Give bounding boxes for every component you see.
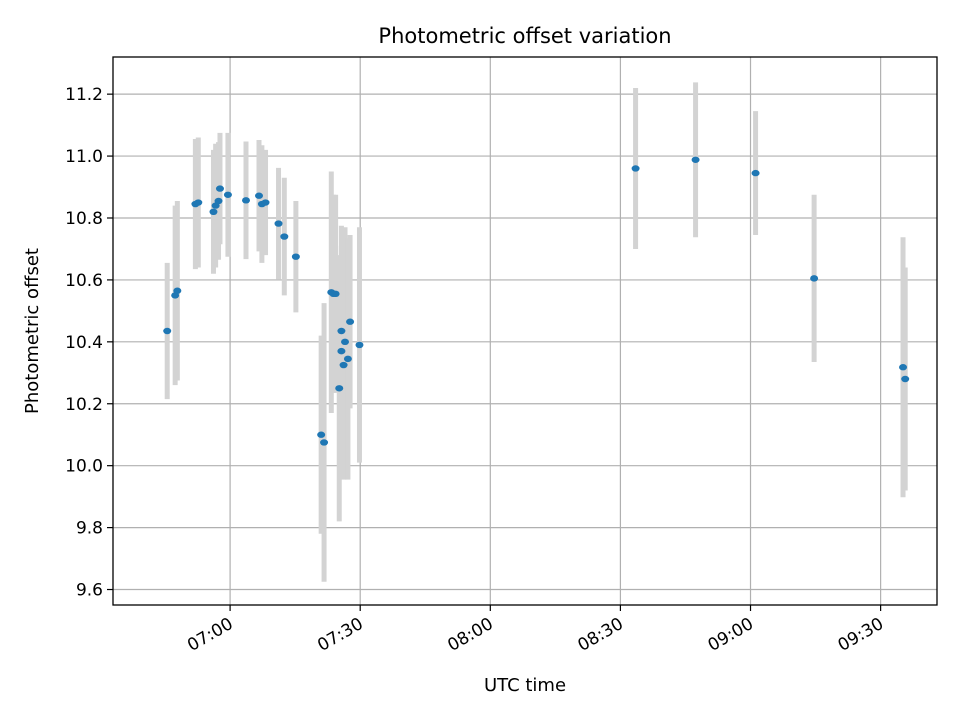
y-tick-label: 10.2: [65, 395, 103, 415]
y-tick-label: 9.8: [76, 519, 103, 539]
data-point: [320, 439, 329, 446]
x-axis-label: UTC time: [484, 675, 566, 696]
data-point: [899, 364, 908, 371]
data-point: [355, 341, 364, 349]
data-point: [209, 208, 218, 216]
data-point: [261, 199, 270, 206]
data-point: [255, 192, 264, 199]
data-point: [337, 347, 346, 355]
y-tick-label: 10.0: [65, 457, 103, 477]
data-point: [223, 191, 232, 198]
data-point: [194, 199, 203, 206]
data-point: [335, 385, 344, 392]
y-tick-label: 10.4: [65, 333, 103, 353]
y-axis-ticks: 9.6 9.8 10.0 10.2 10.4 10.6 10.8 11.0 11.2: [65, 85, 113, 601]
data-point: [214, 197, 223, 205]
data-point: [343, 355, 352, 363]
data-point: [346, 318, 355, 325]
chart-title: Photometric offset variation: [378, 24, 671, 48]
data-point: [173, 287, 182, 294]
y-tick-label: 11.0: [65, 147, 103, 167]
data-point: [215, 185, 224, 192]
data-point: [631, 165, 640, 172]
y-tick-label: 11.2: [65, 85, 103, 105]
data-point: [241, 197, 250, 204]
y-tick-label: 10.6: [65, 271, 103, 291]
data-point: [163, 327, 172, 335]
data-point: [317, 431, 326, 438]
plot-frame: [112, 56, 938, 606]
y-tick-label: 10.8: [65, 209, 103, 229]
data-point: [751, 169, 760, 177]
data-point: [280, 233, 289, 240]
data-point: [337, 327, 346, 335]
data-points: [163, 156, 910, 446]
data-point: [901, 375, 910, 383]
data-point: [274, 220, 283, 227]
data-point: [341, 338, 350, 346]
data-point: [331, 290, 340, 298]
y-tick-label: 9.6: [76, 581, 103, 601]
data-point: [339, 361, 348, 369]
data-point: [691, 156, 700, 163]
data-point: [291, 253, 300, 260]
y-axis-label: Photometric offset: [22, 248, 43, 414]
grid-lines: [113, 57, 937, 605]
data-point: [810, 275, 819, 282]
